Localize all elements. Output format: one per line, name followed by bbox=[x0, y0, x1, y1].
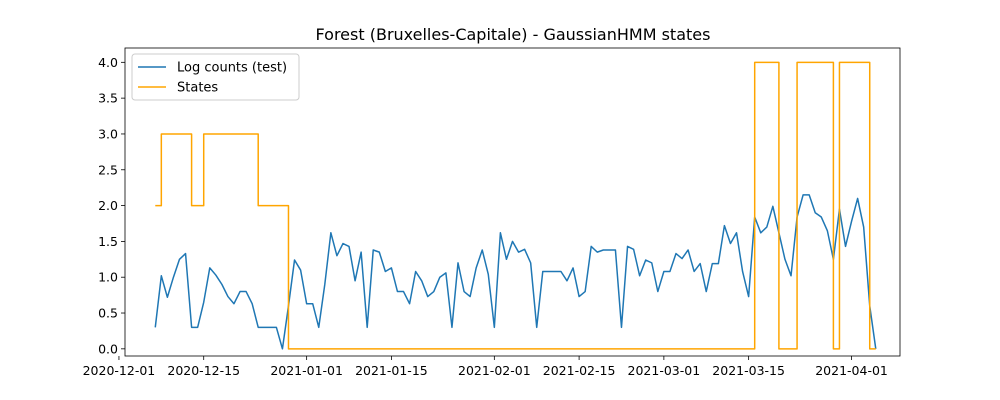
x-tick-label: 2021-04-01 bbox=[815, 363, 888, 378]
x-tick-label: 2021-01-15 bbox=[355, 363, 428, 378]
y-tick-label: 1.0 bbox=[98, 270, 118, 285]
y-tick-label: 1.5 bbox=[98, 234, 118, 249]
y-tick-label: 0.5 bbox=[98, 306, 118, 321]
series-line-log-counts bbox=[154, 194, 877, 350]
series-layer bbox=[154, 61, 877, 350]
x-tick-label: 2021-01-01 bbox=[270, 363, 343, 378]
legend: Log counts (test) States bbox=[131, 53, 300, 101]
y-axis: 0.0 0.5 1.0 1.5 2.0 2.5 3.0 3.5 4.0 bbox=[98, 55, 125, 356]
y-tick-label: 3.0 bbox=[98, 126, 118, 141]
y-tick-label: 2.0 bbox=[98, 198, 118, 213]
legend-label-states: States bbox=[177, 81, 218, 96]
x-axis: 2020-12-01 2020-12-15 2021-01-01 2021-01-15… bbox=[83, 356, 888, 378]
x-tick-label: 2021-02-01 bbox=[458, 363, 531, 378]
legend-box bbox=[131, 53, 300, 101]
y-tick-label: 2.5 bbox=[98, 162, 118, 177]
x-tick-label: 2021-02-15 bbox=[543, 363, 616, 378]
axes-frame bbox=[124, 47, 901, 357]
y-tick-label: 0.0 bbox=[98, 341, 118, 356]
x-tick-label: 2020-12-15 bbox=[167, 363, 240, 378]
x-tick-label: 2021-03-15 bbox=[712, 363, 785, 378]
legend-label-log-counts: Log counts (test) bbox=[177, 61, 287, 76]
chart-title: Forest (Bruxelles-Capitale) - GaussianHM… bbox=[316, 25, 711, 44]
x-tick-label: 2020-12-01 bbox=[83, 363, 156, 378]
y-tick-label: 4.0 bbox=[98, 55, 118, 70]
series-line-states bbox=[155, 61, 876, 350]
x-tick-label: 2021-03-01 bbox=[628, 363, 701, 378]
y-tick-label: 3.5 bbox=[98, 91, 118, 106]
